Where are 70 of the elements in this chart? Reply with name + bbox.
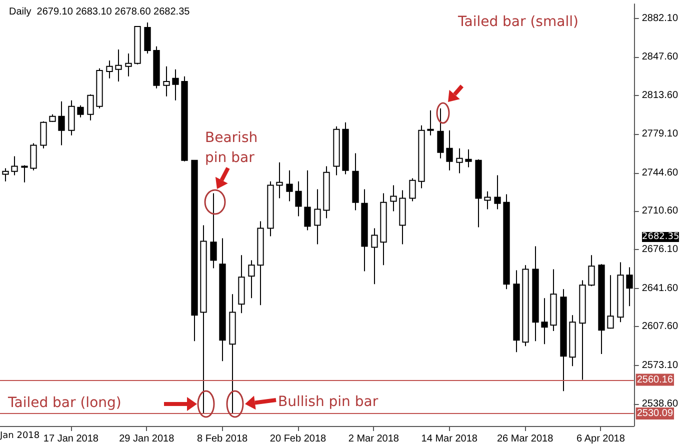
candlestick (115, 48, 122, 82)
annotation: Tailed bar (small) (458, 13, 578, 32)
y-tick-label: 2779.10 (642, 128, 678, 140)
candlestick (513, 270, 520, 353)
candlestick (427, 110, 434, 136)
candlestick (550, 268, 557, 332)
candlestick (200, 224, 207, 414)
y-tick-label: 2710.60 (642, 205, 678, 216)
y-tick-label: 2744.60 (642, 167, 678, 178)
candlestick (125, 52, 132, 77)
candlestick (418, 124, 425, 189)
text: 2682.35 (642, 232, 680, 242)
y-tick-label: 2607.60 (642, 321, 678, 332)
candlestick (484, 190, 491, 210)
x-tick-label: 26 Mar 2018 (496, 434, 554, 444)
candlestick (494, 174, 501, 210)
candlestick (58, 100, 65, 146)
candlestick (465, 148, 472, 168)
candlestick (106, 60, 113, 79)
y-tick-label: 2847.60 (642, 52, 678, 63)
candlestick (399, 190, 406, 245)
candlestick (371, 228, 378, 285)
x-tick-label: 14 Mar 2018 (421, 434, 478, 444)
candlestick (163, 66, 170, 97)
y-tick-label: 2676.10 (642, 244, 678, 256)
candlestick (172, 68, 179, 101)
candlestick (304, 170, 311, 231)
candlestick (390, 184, 397, 212)
candlestick (68, 100, 75, 136)
candlestick (437, 108, 444, 159)
candlestick (380, 192, 387, 266)
candlestick (446, 130, 453, 171)
y-tick-label: 2641.60 (642, 282, 678, 294)
y-tick-label: 2813.60 (642, 90, 678, 101)
candlestick (286, 170, 293, 202)
y-tick-label: 2882.10 (642, 12, 678, 24)
candlestick (617, 262, 624, 323)
chart-title: Daily 2679.10 2683.10 2678.60 2682.35 (9, 6, 190, 18)
annotation: Bearish pin bar (205, 129, 258, 168)
candlestick (579, 280, 586, 380)
candlestick (295, 180, 302, 217)
x-tick-label: 20 Feb 2018 (270, 434, 327, 444)
y-tick-label: 2538.60 (642, 398, 678, 410)
candlestick (626, 266, 633, 307)
candlestick (352, 152, 359, 211)
x-tick-label: 6 Apr 2018 (576, 434, 626, 444)
candlestick (361, 188, 368, 272)
candlestick (503, 194, 510, 290)
candlestick (248, 260, 255, 299)
candlestick (219, 238, 226, 362)
ref-line-label: 2560.16 (636, 374, 674, 386)
annotation: Tailed bar (long) (8, 394, 122, 413)
candlestick (229, 294, 236, 414)
candlestick (532, 246, 539, 342)
candlestick (456, 148, 463, 174)
candlestick (560, 288, 567, 392)
x-tick-label: 29 Jan 2018 (119, 434, 175, 444)
candlestick (314, 188, 321, 245)
candlestick (210, 192, 217, 269)
candlestick (238, 254, 245, 314)
candlestick (323, 166, 330, 219)
candlestick (276, 162, 283, 199)
x-tick-label: 8 Feb 2018 (197, 434, 248, 444)
ref-line-label: 2530.09 (636, 408, 674, 420)
annotation: Bullish pin bar (278, 393, 378, 412)
x-tick-label: 17 Jan 2018 (43, 434, 99, 444)
candlestick (541, 298, 548, 345)
x-tick-label: 2 Mar 2018 (348, 434, 400, 444)
y-tick-label: 2573.10 (642, 360, 678, 371)
candlestick (569, 314, 576, 367)
